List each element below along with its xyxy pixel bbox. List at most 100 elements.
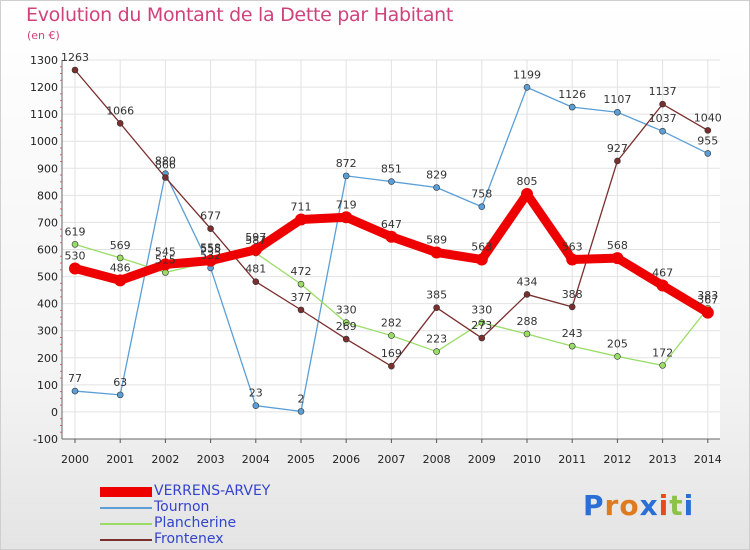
data-point-tournon [71,387,79,395]
data-label-tournon: 758 [471,188,492,201]
x-tick-label: 2003 [197,453,225,466]
y-tick-label: 500 [37,271,58,284]
data-point-verrens-arvey [249,243,262,256]
data-point-tournon [478,203,486,211]
logo-letter: x [639,489,659,522]
data-label-verrens-arvey: 647 [381,218,402,231]
legend-label: VERRENS-ARVEY [154,483,271,499]
data-label-plancherine: 330 [336,304,357,317]
y-tick-label: 0 [51,406,58,419]
y-tick-label: 200 [37,352,58,365]
data-label-plancherine: 619 [65,225,86,238]
data-point-frontenex [659,100,666,108]
data-point-tournon [433,184,440,191]
y-tick-label: 1200 [30,81,58,94]
data-point-plancherine [71,241,79,248]
legend-label: Plancherine [154,515,237,531]
data-point-frontenex [207,225,214,232]
y-tick-label: 1100 [30,108,58,121]
data-label-verrens-arvey: 530 [65,249,86,262]
data-label-frontenex: 269 [336,320,357,333]
data-label-verrens-arvey: 367 [697,294,718,307]
data-labels: 77 63 880 532 23 2 872 851 829 758 1199 1126 1107 103… [61,51,722,405]
data-label-frontenex: 1066 [106,104,134,117]
data-label-plancherine: 587 [245,234,266,247]
y-tick-label: 600 [37,244,58,257]
x-tick-label: 2006 [332,453,360,466]
data-point-frontenex [71,66,79,74]
x-tick-label: 2004 [242,453,270,466]
data-point-frontenex [478,334,486,342]
data-label-plancherine: 288 [517,315,538,328]
data-point-plancherine [433,348,440,355]
y-tick-label: -100 [33,433,58,446]
data-point-verrens-arvey [69,262,81,275]
data-label-verrens-arvey: 711 [291,200,312,213]
data-point-verrens-arvey [566,253,579,266]
y-tick-label: 100 [37,379,58,392]
legend-swatch-frontenex [100,539,152,541]
data-point-frontenex [433,304,440,312]
data-label-tournon: 851 [381,163,402,176]
data-label-plancherine: 569 [110,239,131,252]
data-label-tournon: 955 [697,134,718,147]
data-label-verrens-arvey: 558 [200,242,221,255]
x-tick-label: 2008 [423,453,451,466]
data-label-tournon: 1107 [603,93,631,106]
data-point-verrens-arvey [385,230,398,243]
data-point-verrens-arvey [114,274,127,287]
data-point-plancherine [342,319,350,326]
y-tick-label: 300 [37,325,58,338]
data-label-tournon: 1037 [649,112,677,125]
data-point-tournon [297,408,305,415]
logo-letter: t [669,489,684,522]
data-point-plancherine [116,254,124,262]
data-point-verrens-arvey [701,306,714,319]
data-label-frontenex: 434 [517,275,538,288]
data-label-plancherine: 330 [471,304,492,317]
data-point-plancherine [614,353,621,360]
data-point-plancherine [388,332,395,339]
data-point-frontenex [116,120,124,127]
data-label-frontenex: 388 [562,288,583,301]
data-point-plancherine [162,269,169,276]
data-point-tournon [568,103,576,111]
data-label-verrens-arvey: 568 [607,239,628,252]
data-label-verrens-arvey: 563 [562,241,583,254]
data-point-tournon [704,150,712,157]
data-point-verrens-arvey [204,254,217,267]
data-point-plancherine [478,319,486,326]
x-tick-label: 2005 [287,453,315,466]
data-label-tournon: 63 [113,376,127,389]
logo-letter: i [658,489,670,522]
data-point-plancherine [523,330,531,338]
y-tick-label: 900 [37,162,58,175]
data-label-frontenex: 377 [291,291,312,304]
legend-swatch-tournon [100,507,152,509]
data-label-plancherine: 172 [652,346,673,359]
x-tick-label: 2012 [603,453,631,466]
data-label-frontenex: 273 [471,319,492,332]
x-tick-label: 2007 [377,453,405,466]
legend-swatch-verrens-arvey [100,487,152,497]
data-point-frontenex [162,174,169,181]
axes: -100 0 100 200 300 400 500 600 700 800 900 1000 1100… [30,54,722,466]
data-label-plancherine: 205 [607,337,628,350]
y-tick-label: 400 [37,298,58,311]
x-tick-label: 2001 [106,453,134,466]
data-label-plancherine: 223 [426,333,447,346]
data-point-tournon [252,402,260,410]
proxiti-logo: Proxiti [583,489,694,522]
data-label-verrens-arvey: 597 [245,231,266,244]
data-point-verrens-arvey [656,279,669,292]
data-label-verrens-arvey: 486 [110,261,131,274]
legend-swatch-plancherine [100,523,152,525]
data-point-plancherine [659,362,666,369]
x-tick-label: 2002 [151,453,179,466]
data-label-plancherine: 472 [291,265,312,278]
logo-letter: P [583,489,605,522]
data-label-tournon: 1199 [513,68,541,81]
grid-lines [62,59,720,440]
data-point-verrens-arvey [159,258,172,271]
x-tick-label: 2010 [513,453,541,466]
